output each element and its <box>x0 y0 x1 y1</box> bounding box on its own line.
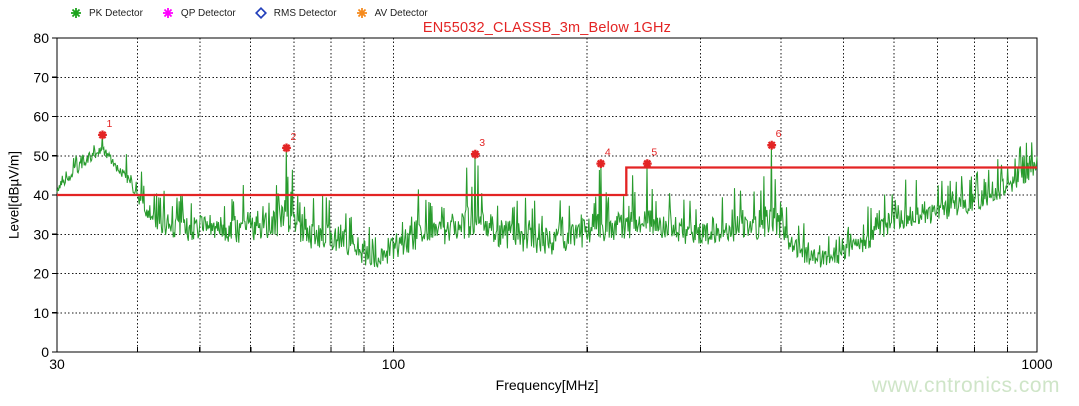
y-tick-label: 80 <box>33 30 49 46</box>
y-tick-label: 10 <box>33 305 49 321</box>
y-tick-label: 50 <box>33 148 49 164</box>
av-asterisk-marker-icon <box>356 8 367 18</box>
peak-marker <box>98 130 107 140</box>
peak-marker <box>596 159 606 168</box>
pk-asterisk-marker-icon <box>71 8 81 18</box>
x-tick-label: 100 <box>382 356 406 372</box>
legend-item-av-detector: AV Detector <box>356 7 428 19</box>
watermark: www.cntronics.com <box>871 374 1060 397</box>
x-axis-title: Frequency[MHz] <box>495 377 599 393</box>
y-tick-label: 70 <box>33 69 49 85</box>
peak-marker <box>470 149 480 159</box>
legend-item-qp-detector: QP Detector <box>162 7 236 19</box>
peak-marker-label: 3 <box>479 137 485 149</box>
legend-label-qp: QP Detector <box>180 7 236 19</box>
y-tick-label: 20 <box>33 266 49 282</box>
legend: PK Detector QP Detector RMS Detector AV … <box>70 7 428 19</box>
y-tick-label: 60 <box>33 109 49 125</box>
peak-marker <box>767 140 777 150</box>
legend-item-rms-detector: RMS Detector <box>254 7 337 19</box>
legend-label-rms: RMS Detector <box>273 7 337 19</box>
peak-marker <box>282 143 291 153</box>
x-tick-label: 1000 <box>1021 356 1052 372</box>
x-tick-label: 30 <box>49 356 65 372</box>
legend-item-pk-detector: PK Detector <box>70 7 143 19</box>
peak-marker-label: 2 <box>291 131 297 143</box>
legend-label-pk: PK Detector <box>89 7 143 19</box>
peak-marker <box>642 159 652 168</box>
y-tick-label: 40 <box>33 187 49 203</box>
qp-asterisk-marker-icon <box>162 8 173 18</box>
peak-marker-label: 6 <box>776 128 782 140</box>
peak-marker-label: 4 <box>605 147 611 159</box>
peak-marker-label: 5 <box>651 147 657 159</box>
y-tick-label: 30 <box>33 226 49 242</box>
legend-label-av: AV Detector <box>374 7 428 19</box>
peak-marker-label: 1 <box>106 118 112 130</box>
limit-line <box>57 166 1037 197</box>
y-tick-label: 0 <box>41 344 49 360</box>
chart-title: EN55032_CLASSB_3m_Below 1GHz <box>422 20 672 36</box>
pk-detector-trace <box>56 134 1038 268</box>
rms-diamond-marker-icon <box>254 7 267 19</box>
